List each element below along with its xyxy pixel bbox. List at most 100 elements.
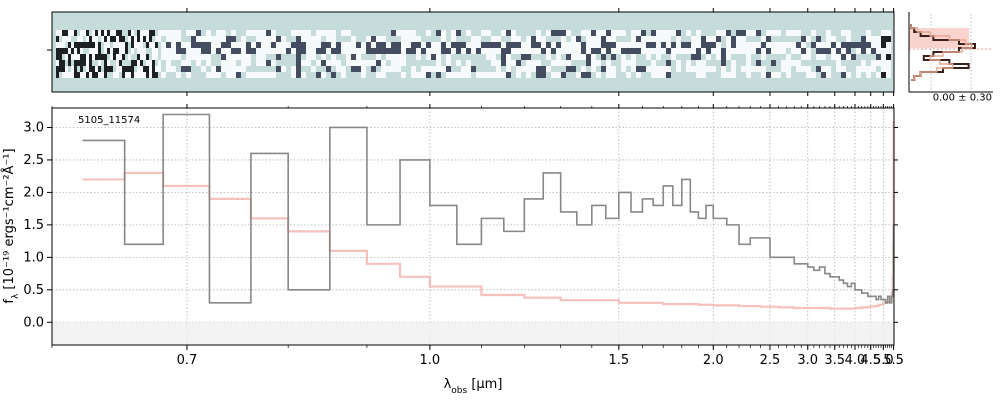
heatmap-cell (101, 48, 104, 54)
heatmap-cell (856, 60, 861, 66)
heatmap-cell (286, 30, 291, 36)
heatmap-cell (881, 54, 886, 60)
heatmap-cell (361, 72, 366, 78)
heatmap-cell (171, 36, 176, 42)
heatmap-cell (766, 60, 771, 66)
heatmap-cell (696, 42, 701, 48)
heatmap-cell (166, 36, 171, 42)
heatmap-cell (152, 66, 155, 72)
heatmap-cell (611, 66, 616, 72)
heatmap-cell (871, 60, 876, 66)
heatmap-cell (706, 48, 711, 54)
heatmap-cell (486, 72, 491, 78)
heatmap-cell (446, 48, 451, 54)
heatmap-cell (546, 72, 551, 78)
heatmap-cell (696, 36, 701, 42)
heatmap-cell (211, 36, 216, 42)
heatmap-cell (386, 42, 391, 48)
heatmap-cell (431, 66, 436, 72)
heatmap-cell (321, 72, 326, 78)
heatmap-cell (811, 60, 816, 66)
x-tick-label: 3.5 (824, 353, 845, 368)
heatmap-cell (621, 66, 626, 72)
heatmap-cell (301, 42, 306, 48)
heatmap-cell (371, 36, 376, 42)
heatmap-cell (211, 60, 216, 66)
heatmap-cell (461, 66, 466, 72)
heatmap-cell (62, 42, 65, 48)
heatmap-cell (401, 66, 406, 72)
heatmap-cell (611, 60, 616, 66)
heatmap-cell (276, 60, 281, 66)
heatmap-cell (281, 42, 286, 48)
heatmap-cell (821, 30, 826, 36)
heatmap-cell (616, 72, 621, 78)
heatmap-cell (736, 66, 741, 72)
heatmap-cell (211, 54, 216, 60)
heatmap-cell (134, 72, 137, 78)
heatmap-cell (551, 54, 556, 60)
heatmap-cell (461, 36, 466, 42)
heatmap-cell (137, 48, 140, 54)
heatmap-cell (331, 66, 336, 72)
heatmap-cell (296, 36, 301, 42)
model-spectrum-line (82, 120, 894, 310)
heatmap-cell (149, 42, 152, 48)
heatmap-cell (721, 36, 726, 42)
heatmap-cell (711, 30, 716, 36)
heatmap-cell (711, 36, 716, 42)
heatmap-cell (246, 42, 251, 48)
heatmap-cell (476, 42, 481, 48)
heatmap-cell (59, 30, 62, 36)
heatmap-cell (801, 66, 806, 72)
heatmap-cell (521, 72, 526, 78)
heatmap-cell (431, 54, 436, 60)
heatmap-cell (361, 60, 366, 66)
heatmap-cell (876, 72, 881, 78)
heatmap-cell (149, 36, 152, 42)
heatmap-cell (886, 66, 891, 72)
heatmap-cell (481, 66, 486, 72)
heatmap-cell (119, 60, 122, 66)
heatmap-cell (686, 30, 691, 36)
heatmap-cell (491, 42, 496, 48)
heatmap-cell (531, 42, 536, 48)
heatmap-cell (113, 30, 116, 36)
heatmap-cell (856, 42, 861, 48)
heatmap-cell (521, 66, 526, 72)
heatmap-cell (521, 60, 526, 66)
heatmap-cell (161, 60, 166, 66)
heatmap-cell (656, 66, 661, 72)
heatmap-cell (211, 30, 216, 36)
heatmap-cell (196, 72, 201, 78)
heatmap-cell (461, 54, 466, 60)
heatmap-cell (436, 72, 441, 78)
heatmap-cell (846, 54, 851, 60)
heatmap-cell (59, 72, 62, 78)
heatmap-cell (841, 42, 846, 48)
heatmap-cell (101, 66, 104, 72)
heatmap-cell (186, 66, 191, 72)
heatmap-cell (436, 66, 441, 72)
heatmap-cell (751, 66, 756, 72)
heatmap-cell (666, 60, 671, 66)
heatmap-cell (92, 72, 95, 78)
heatmap-cell (631, 30, 636, 36)
heatmap-cell (496, 72, 501, 78)
heatmap-cell (351, 42, 356, 48)
heatmap-cell (456, 60, 461, 66)
heatmap-cell (155, 60, 158, 66)
heatmap-cell (104, 66, 107, 72)
heatmap-cell (836, 36, 841, 42)
heatmap-cell (226, 60, 231, 66)
heatmap-cell (396, 72, 401, 78)
heatmap-cell (241, 60, 246, 66)
heatmap-cell (836, 48, 841, 54)
heatmap-cell (496, 60, 501, 66)
heatmap-cell (74, 42, 77, 48)
heatmap-cell (571, 36, 576, 42)
heatmap-cell (396, 66, 401, 72)
heatmap-cell (266, 54, 271, 60)
heatmap-cell (152, 36, 155, 42)
heatmap-cell (526, 42, 531, 48)
